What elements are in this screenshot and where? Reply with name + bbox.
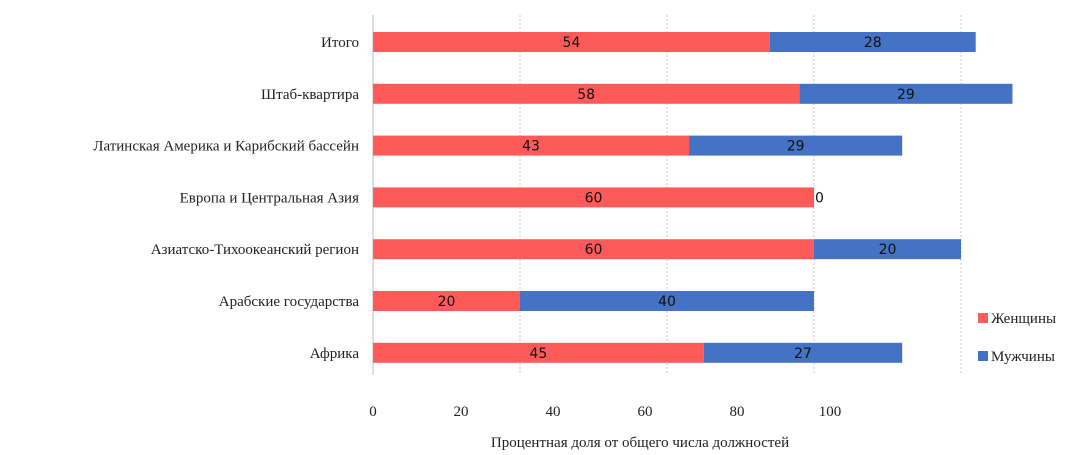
legend-label: Женщины [991, 311, 1056, 327]
legend-swatch [978, 351, 988, 361]
x-tick-label: 60 [638, 404, 653, 420]
x-tick-labels: 0 20 40 60 80 100 [369, 404, 841, 420]
category-label: Штаб-квартира [261, 87, 359, 103]
bar-value-label: 54 [563, 35, 581, 51]
bar-men [703, 342, 903, 363]
category-label: Европа и Центральная Азия [180, 190, 359, 206]
bar-women [373, 135, 690, 156]
legend: Женщины Мужчины [978, 311, 1056, 365]
bar-men [769, 32, 976, 52]
legend-swatch [978, 313, 988, 323]
bar-value-label: 29 [897, 87, 915, 103]
x-tick-label: 0 [369, 404, 377, 420]
category-label: Азиатско-Тихоокеанский регион [151, 242, 359, 258]
bar-value-label: 58 [577, 87, 595, 103]
bar-men [689, 135, 903, 156]
bars: 54 28 58 29 43 29 60 0 60 20 20 40 45 27 [373, 32, 1013, 363]
bar-women [373, 187, 814, 208]
category-label: Латинская Америка и Карибский бассейн [93, 139, 359, 155]
bar-value-label: 27 [794, 346, 812, 362]
legend-label: Мужчины [991, 349, 1055, 365]
bar-women [373, 83, 800, 104]
bar-value-label: 20 [879, 242, 897, 258]
bar-value-label: 45 [529, 346, 547, 362]
x-tick-label: 20 [454, 404, 469, 420]
bar-men [814, 239, 961, 260]
category-label: Африка [310, 346, 360, 362]
bar-value-label: 60 [585, 242, 603, 258]
x-tick-label: 100 [819, 404, 842, 420]
bar-value-label: 28 [864, 35, 882, 51]
x-tick-label: 40 [546, 404, 561, 420]
category-label: Итого [321, 35, 359, 51]
x-tick-label: 80 [730, 404, 745, 420]
bar-value-label: 40 [658, 294, 676, 310]
bar-value-label: 20 [438, 294, 456, 310]
bar-women [373, 32, 770, 52]
bar-value-label: 29 [787, 139, 805, 155]
bar-value-label: 43 [522, 139, 540, 155]
bar-women [373, 342, 704, 363]
category-labels: Итого Штаб-квартира Латинская Америка и Ка… [93, 35, 359, 362]
category-label: Арабские государства [219, 294, 360, 310]
bar-value-label: 0 [815, 190, 824, 206]
x-axis-title: Процентная доля от общего числа должност… [491, 435, 789, 451]
bar-women [373, 239, 814, 260]
bar-value-label: 60 [585, 190, 603, 206]
bar-women [373, 291, 520, 311]
bar-men [799, 83, 1013, 104]
bar-men [520, 291, 814, 311]
